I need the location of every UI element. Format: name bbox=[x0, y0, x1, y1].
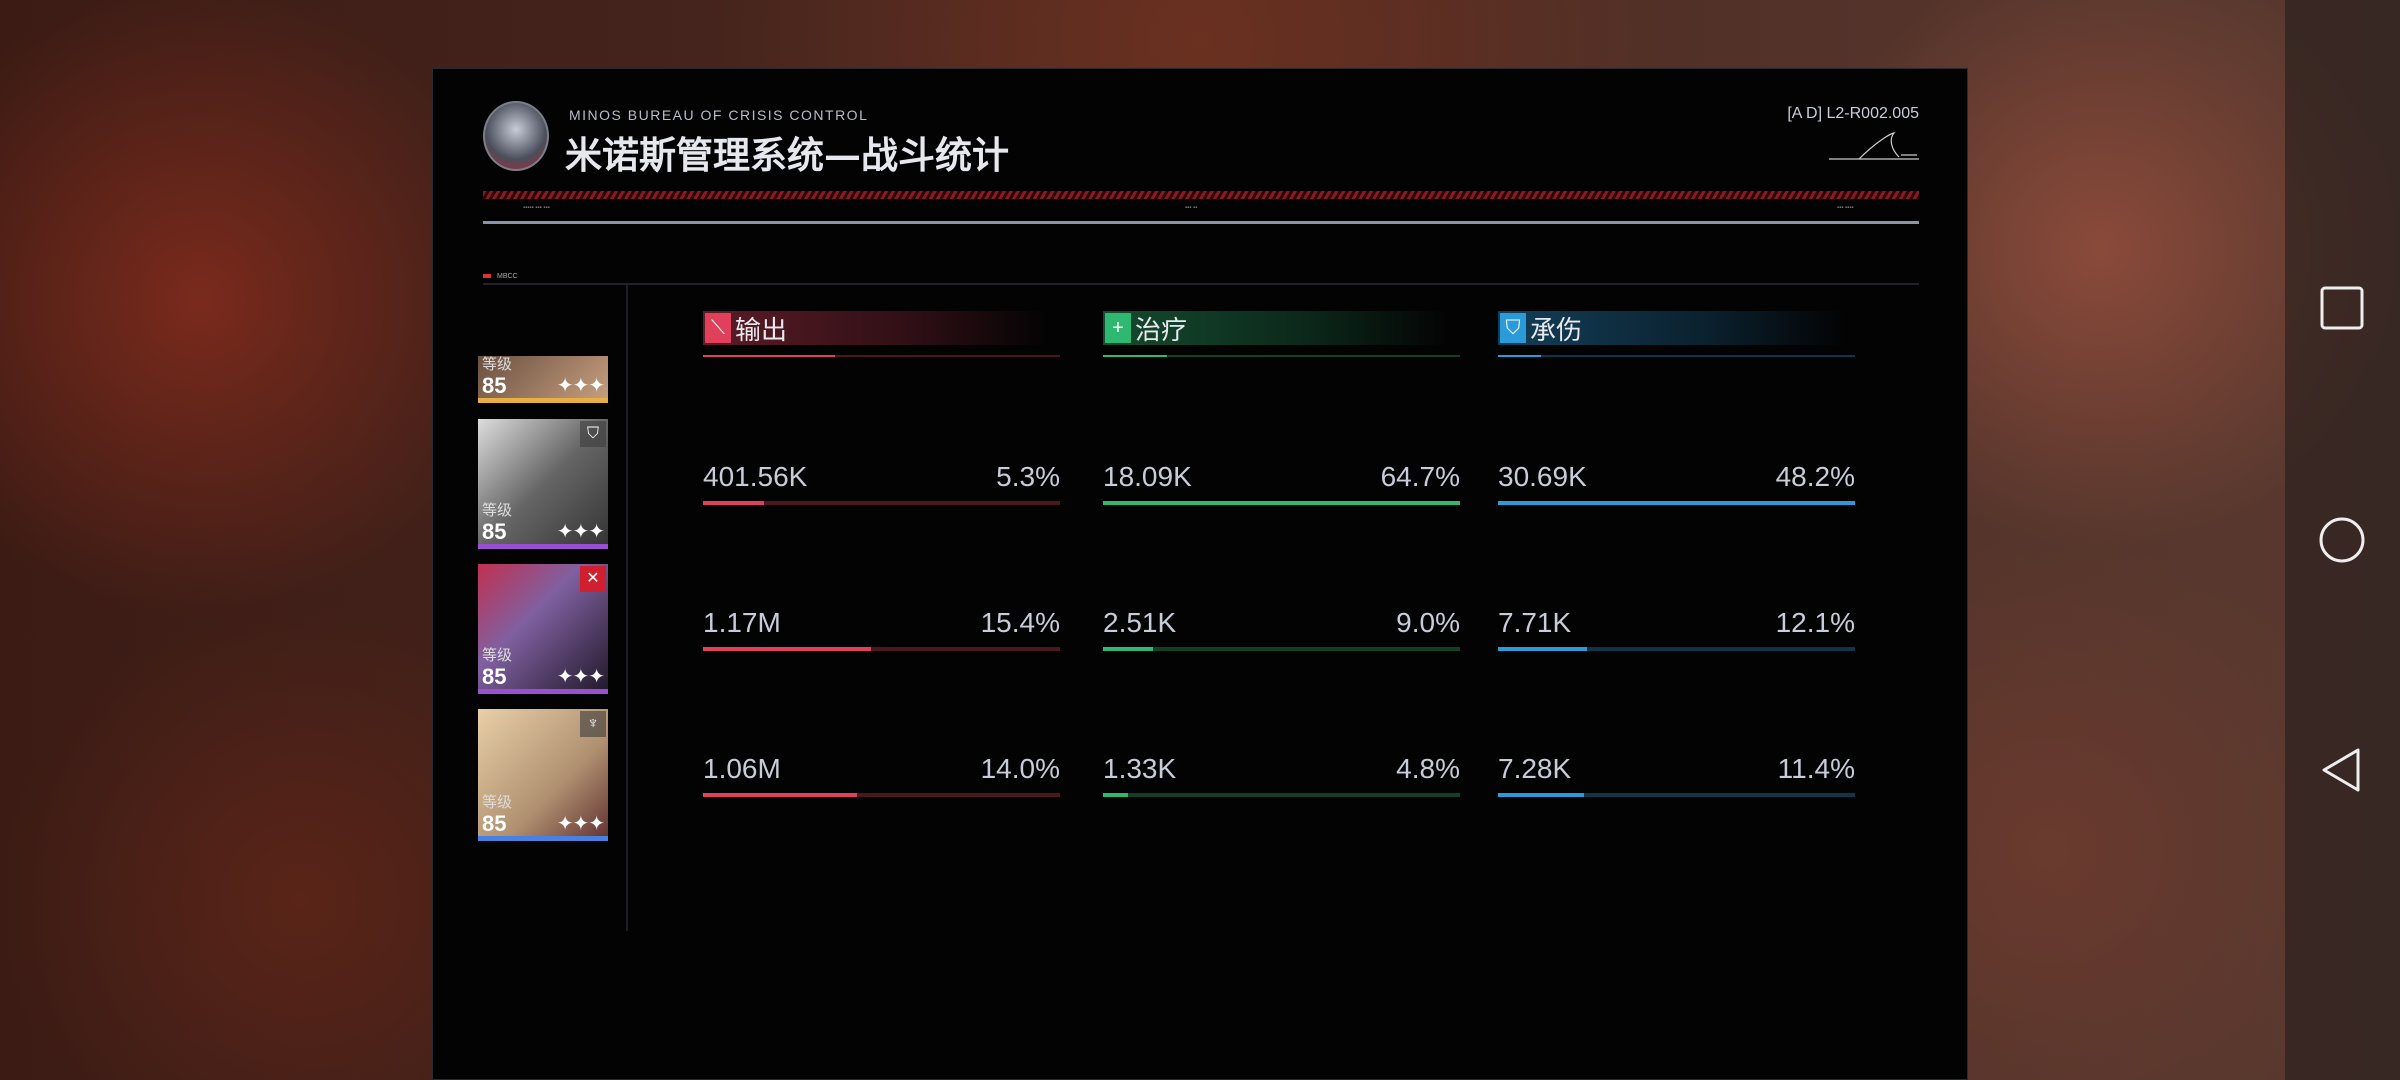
stat-bar bbox=[703, 647, 1060, 651]
fine-print: ▪▪▪ ▪▪ bbox=[1185, 205, 1198, 211]
stat-value: 7.71K bbox=[1498, 607, 1572, 638]
support-class-icon: ♆ bbox=[580, 711, 606, 737]
rarity-bar bbox=[478, 398, 608, 403]
stat-bar bbox=[703, 793, 1060, 797]
stat-bar bbox=[1103, 355, 1460, 357]
stat-value: 1.17M bbox=[703, 607, 781, 638]
stat-percent: 64.7% bbox=[1380, 461, 1460, 492]
fine-print: ▪▪▪▪▪ ▪▪▪ ▪▪▪ bbox=[523, 205, 550, 211]
stat-bar bbox=[1498, 647, 1855, 651]
column-label: 治疗 bbox=[1135, 314, 1188, 345]
page-title: 米诺斯管理系统—战斗统计 bbox=[565, 133, 1009, 177]
fine-print: ▪▪▪ ▪▪▪▪ bbox=[1837, 205, 1854, 211]
stat-bar-fill bbox=[1103, 501, 1460, 505]
stat-percent: 14.0% bbox=[980, 753, 1060, 784]
document-code: [A D] L2-R002.005 bbox=[1787, 105, 1919, 122]
stat-value: 401.56K bbox=[703, 461, 808, 492]
stat-bar-fill bbox=[703, 647, 871, 651]
star-rating: ✦✦✦ bbox=[556, 521, 605, 543]
stat-percent: 12.1% bbox=[1775, 607, 1855, 638]
stat-bar-fill bbox=[1103, 355, 1168, 357]
recent-apps-button[interactable] bbox=[2318, 284, 2366, 332]
stat-percent: 5.3% bbox=[996, 461, 1060, 492]
level-label: 等级 bbox=[482, 502, 513, 519]
level-value: 85 bbox=[482, 664, 507, 689]
column-label: 输出 bbox=[735, 314, 788, 345]
stat-percent: 9.0% bbox=[1396, 607, 1460, 638]
divider bbox=[483, 283, 1919, 285]
star-rating: ✦✦✦ bbox=[556, 813, 605, 835]
stat-bar-fill bbox=[1498, 647, 1588, 651]
plus-icon: + bbox=[1105, 313, 1131, 343]
star-rating: ✦✦✦ bbox=[556, 666, 605, 688]
stat-bar bbox=[1498, 355, 1855, 357]
signature-icon bbox=[1829, 132, 1919, 160]
crossed-swords-icon: ✕ bbox=[580, 566, 606, 592]
column-label: 承伤 bbox=[1530, 314, 1583, 345]
stat-percent: 15.4% bbox=[980, 607, 1060, 638]
stat-bar bbox=[703, 501, 1060, 505]
stat-bar-fill bbox=[1498, 501, 1855, 505]
character-card[interactable]: 等级 85 ✦✦✦ ✕ bbox=[478, 564, 608, 694]
column-header: + 治疗 bbox=[1103, 311, 1448, 345]
battle-stats-panel: MINOS BUREAU OF CRISIS CONTROL 米诺斯管理系统—战… bbox=[432, 68, 1968, 1080]
stat-bar bbox=[1498, 793, 1855, 797]
stat-value: 1.33K bbox=[1103, 753, 1177, 784]
shield-icon: ⛉ bbox=[1500, 313, 1526, 343]
stat-bar-fill bbox=[1103, 647, 1153, 651]
level-value: 85 bbox=[482, 811, 507, 836]
rarity-bar bbox=[478, 544, 608, 549]
rarity-bar bbox=[478, 689, 608, 694]
stat-value: 7.28K bbox=[1498, 753, 1572, 784]
divider bbox=[483, 221, 1919, 224]
level-label: 等级 bbox=[482, 647, 513, 664]
mbcc-logo bbox=[483, 101, 549, 171]
stat-bar bbox=[1103, 793, 1460, 797]
back-button[interactable] bbox=[2318, 746, 2366, 794]
stat-percent: 4.8% bbox=[1396, 753, 1460, 784]
stat-percent: 48.2% bbox=[1775, 461, 1855, 492]
stat-bar bbox=[1103, 501, 1460, 505]
column-header: ⛉ 承伤 bbox=[1498, 311, 1843, 345]
rarity-bar bbox=[478, 836, 608, 841]
section-tag: MBCC bbox=[483, 273, 518, 280]
stat-value: 30.69K bbox=[1498, 461, 1587, 492]
stat-bar bbox=[1498, 501, 1855, 505]
stat-bar-fill bbox=[703, 355, 836, 357]
level-label: 等级 bbox=[482, 356, 513, 373]
stat-value: 18.09K bbox=[1103, 461, 1192, 492]
stat-bar-fill bbox=[1498, 793, 1584, 797]
level-label: 等级 bbox=[482, 794, 513, 811]
stat-bar-fill bbox=[1103, 793, 1128, 797]
stat-bar bbox=[1103, 647, 1460, 651]
stat-bar-fill bbox=[703, 501, 764, 505]
stat-bar-fill bbox=[703, 793, 857, 797]
system-nav-bar bbox=[2285, 0, 2400, 1080]
stat-value: 1.06M bbox=[703, 753, 781, 784]
level-value: 85 bbox=[482, 373, 507, 398]
star-rating: ✦✦✦ bbox=[556, 375, 605, 397]
stat-value: 2.51K bbox=[1103, 607, 1177, 638]
character-card[interactable]: 等级 85 ✦✦✦ ⛉ bbox=[478, 419, 608, 549]
divider bbox=[626, 285, 628, 931]
stat-bar bbox=[703, 355, 1060, 357]
hatched-divider bbox=[483, 191, 1919, 199]
character-card[interactable]: 等级 85 ✦✦✦ ♆ bbox=[478, 709, 608, 841]
stat-percent: 11.4% bbox=[1777, 753, 1855, 784]
column-header: ⟍ 输出 bbox=[703, 311, 1048, 345]
character-card[interactable]: 等级 85 ✦✦✦ bbox=[478, 356, 608, 403]
home-button[interactable] bbox=[2318, 516, 2366, 564]
stat-bar-fill bbox=[1498, 355, 1541, 357]
sword-icon: ⟍ bbox=[705, 313, 731, 343]
org-name: MINOS BUREAU OF CRISIS CONTROL bbox=[569, 107, 869, 123]
shield-class-icon: ⛉ bbox=[580, 421, 606, 447]
level-value: 85 bbox=[482, 519, 507, 544]
